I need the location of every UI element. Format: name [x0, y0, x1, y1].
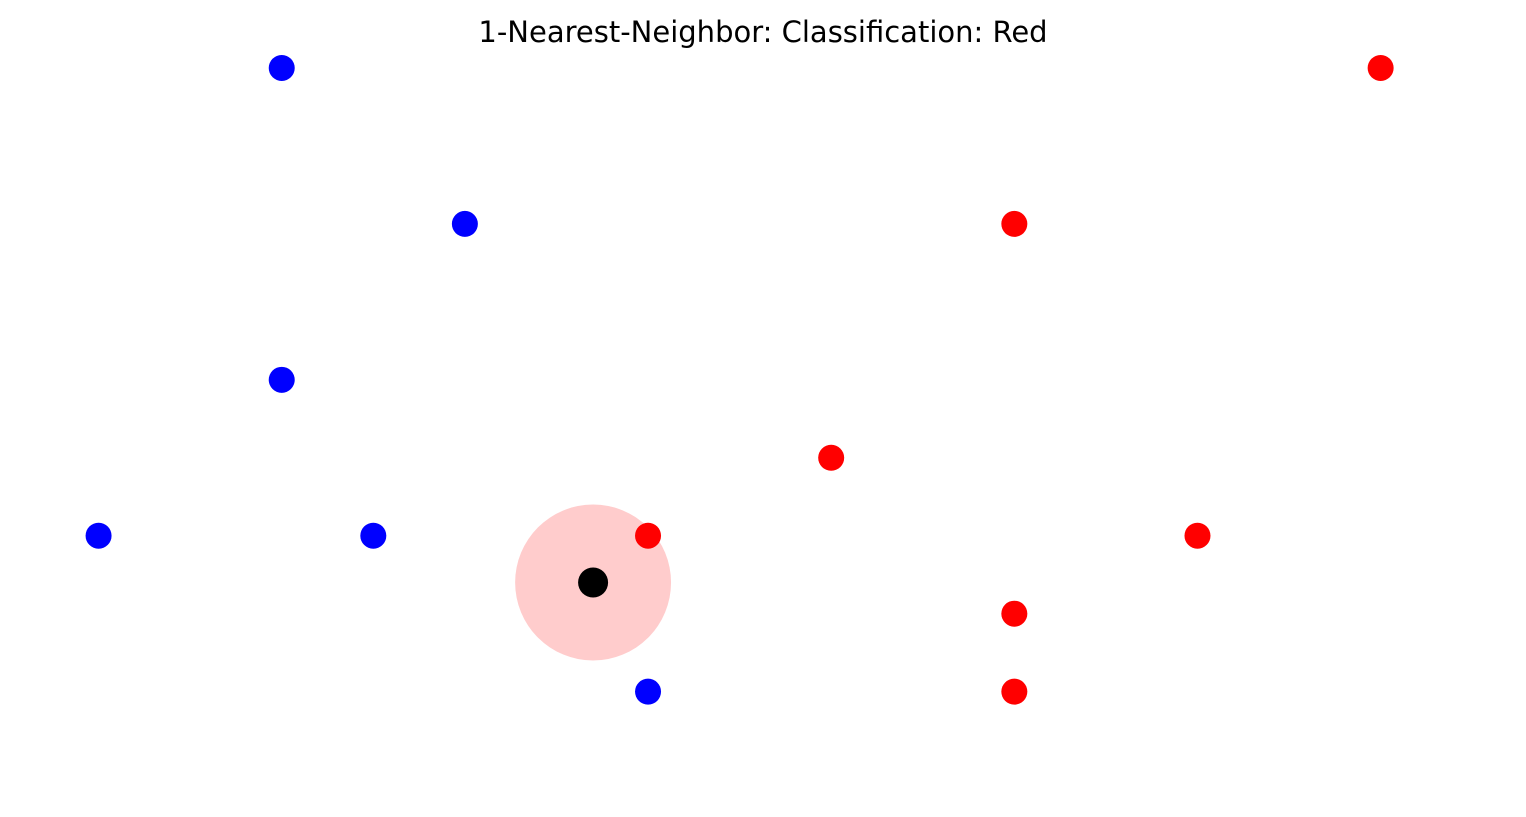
blue-point-5: [360, 522, 387, 549]
blue-point-6: [635, 678, 662, 705]
query-layer: [578, 567, 609, 598]
red-point-7: [1001, 678, 1028, 705]
red-point-5: [1184, 522, 1211, 549]
chart-title: 1-Nearest-Neighbor: Classification: Red: [478, 15, 1048, 49]
red-point-1: [1367, 54, 1394, 81]
red-point-2: [1001, 210, 1028, 237]
blue-point-1: [268, 54, 295, 81]
red-point-3: [818, 444, 845, 471]
red-point-6: [1001, 600, 1028, 627]
blue-point-4: [85, 522, 112, 549]
points-layer: [85, 54, 1394, 705]
query-point: [578, 567, 609, 598]
red-point-4: [635, 522, 662, 549]
blue-point-3: [268, 366, 295, 393]
blue-point-2: [451, 210, 478, 237]
